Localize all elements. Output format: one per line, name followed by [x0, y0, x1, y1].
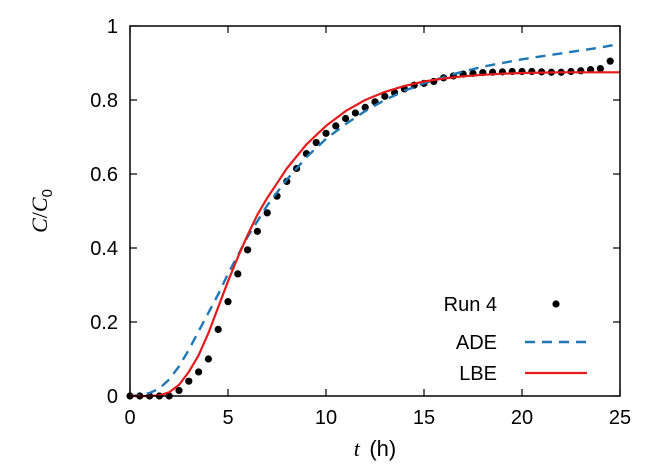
- run-4-point: [332, 122, 340, 130]
- y-axis-sub: 0: [39, 189, 56, 197]
- run-4-point: [195, 368, 203, 376]
- legend-label-lbe: LBE: [459, 363, 497, 385]
- run-4-point: [606, 57, 614, 65]
- run-4-point: [351, 109, 359, 117]
- y-tick-label: 1: [107, 16, 118, 38]
- y-axis-slash: /: [27, 211, 52, 218]
- legend-marker-run-4: [552, 300, 560, 308]
- run-4-point: [312, 138, 320, 147]
- run-4-point: [185, 377, 193, 385]
- x-axis-unit: (h): [369, 436, 396, 461]
- x-tick-label: 20: [511, 407, 533, 429]
- run-4-point: [204, 355, 212, 363]
- run-4-point: [175, 386, 183, 395]
- legend-label-ade: ADE: [456, 332, 497, 354]
- plot-frame: [129, 25, 621, 397]
- lbe-line: [130, 71, 620, 398]
- x-tick-label: 25: [609, 407, 631, 429]
- run-4-point: [253, 227, 261, 235]
- run-4-point: [342, 114, 350, 123]
- run-4-point: [224, 298, 232, 306]
- ade-line: [129, 42, 621, 398]
- axis-ticks: [129, 25, 621, 397]
- y-tick-label: 0.2: [90, 312, 118, 334]
- run-4-point: [596, 64, 605, 73]
- x-tick-label: 10: [315, 407, 337, 429]
- x-axis-var: t: [354, 436, 361, 461]
- tick-labels: 0 5 10 15 20 25 0 0.2 0.4 0.6 0.8 1: [90, 16, 631, 429]
- y-tick-label: 0.4: [90, 238, 118, 260]
- run-4-point: [528, 67, 536, 76]
- x-tick-label: 5: [222, 407, 233, 429]
- run-4-point: [244, 246, 252, 254]
- run-4-points: [126, 57, 614, 400]
- y-axis-label: C/C0: [27, 189, 56, 233]
- x-tick-label: 15: [413, 407, 435, 429]
- legend-label-run-4: Run 4: [444, 294, 497, 316]
- run-4-point: [381, 92, 389, 100]
- run-4-point: [263, 209, 271, 217]
- run-4-point: [234, 270, 242, 278]
- run-4-point: [322, 129, 330, 137]
- y-tick-label: 0.8: [90, 90, 118, 112]
- y-axis-num: C: [27, 218, 52, 233]
- y-tick-label: 0.6: [90, 164, 118, 186]
- series-layer: [126, 42, 621, 400]
- legend: Run 4 ADE LBE: [444, 294, 587, 385]
- y-axis-den: C: [27, 197, 52, 212]
- y-tick-label: 0: [107, 386, 118, 408]
- run-4-point: [214, 325, 222, 333]
- x-tick-label: 0: [124, 407, 135, 429]
- x-axis-label: t (h): [354, 436, 397, 461]
